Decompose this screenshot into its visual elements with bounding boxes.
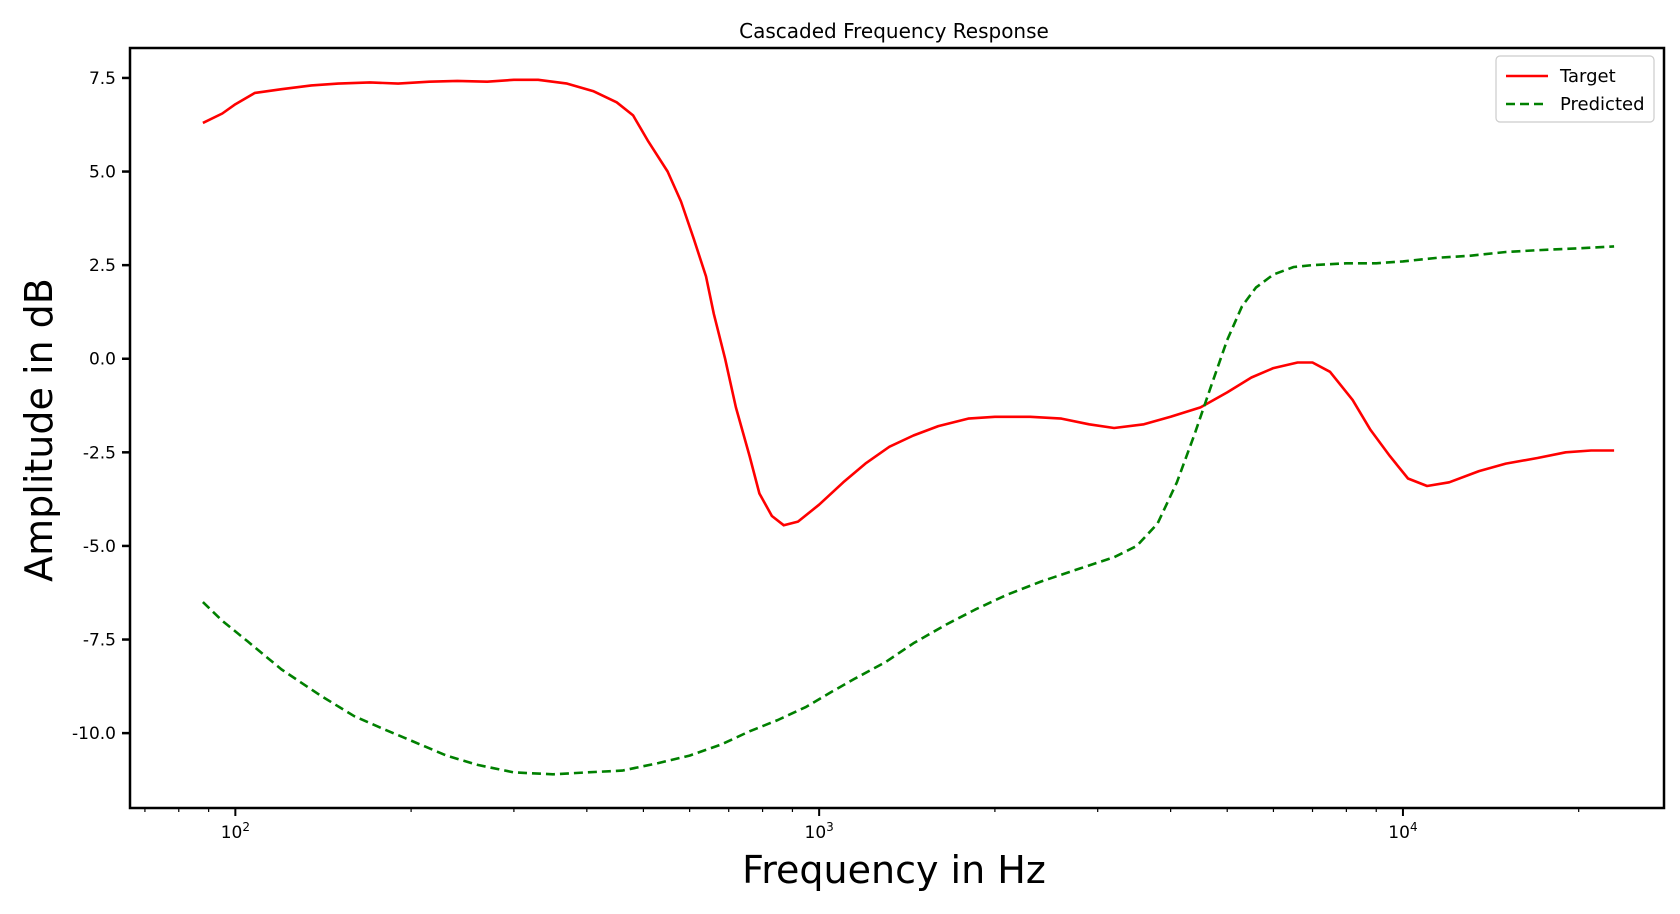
x-tick-label: 103 — [805, 820, 834, 843]
y-tick-label: -2.5 — [83, 443, 116, 463]
plot-frame — [128, 46, 1666, 810]
plot-border — [128, 46, 1666, 810]
x-tick-label: 102 — [221, 820, 250, 843]
x-axis-ticks: 102 103 104 — [144, 808, 1580, 843]
legend-box — [1495, 55, 1655, 123]
legend: Target Predicted — [1495, 55, 1655, 123]
y-axis-ticks: 7.5 5.0 2.5 0.0 -2.5 -5.0 -7.5 -10.0 — [72, 69, 130, 744]
series-line-predicted — [201, 245, 1615, 776]
series-layer — [201, 78, 1615, 776]
y-tick-label: -7.5 — [83, 631, 116, 651]
legend-label-target: Target — [1559, 66, 1616, 87]
y-axis-label: Amplitude in dB — [17, 278, 61, 582]
y-tick-label: 5.0 — [89, 163, 116, 183]
chart-title: Cascaded Frequency Response — [739, 19, 1049, 43]
legend-label-predicted: Predicted — [1560, 94, 1645, 115]
y-tick-label: -5.0 — [83, 537, 116, 557]
y-tick-label: 7.5 — [89, 69, 116, 89]
series-line-target — [202, 78, 1615, 527]
y-tick-label: 0.0 — [89, 350, 116, 370]
y-tick-label: -10.0 — [72, 724, 116, 744]
y-tick-label: 2.5 — [89, 256, 116, 276]
x-tick-label: 104 — [1388, 820, 1417, 843]
x-axis-label: Frequency in Hz — [742, 848, 1046, 892]
